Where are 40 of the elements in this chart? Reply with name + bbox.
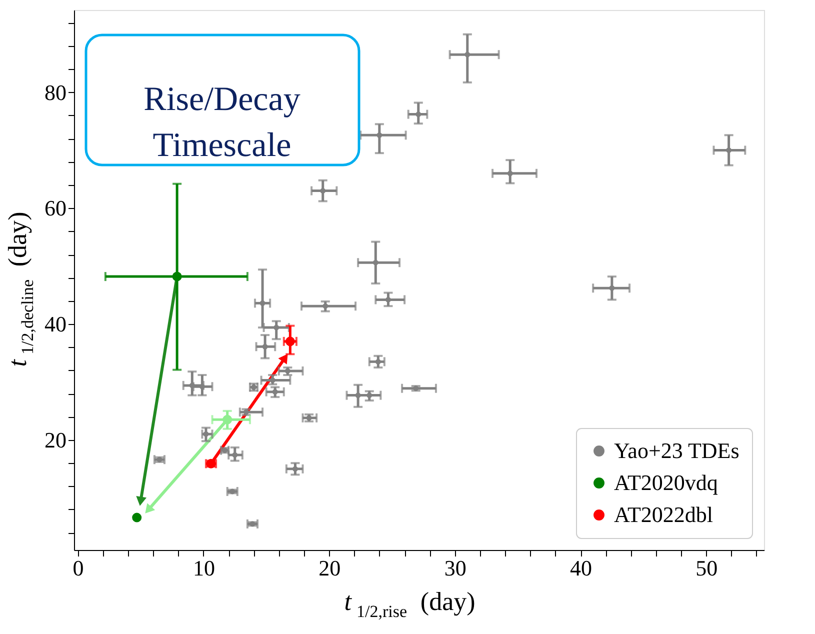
point [609, 285, 615, 291]
y-tick-label: 40 [44, 312, 66, 337]
point [272, 389, 278, 395]
point [262, 344, 268, 350]
x-tick-label: 10 [192, 556, 215, 580]
x-tick-label: 40 [570, 556, 592, 580]
point [372, 260, 378, 266]
point [232, 452, 238, 458]
legend-label: AT2022dbl [614, 502, 713, 527]
y-tick-label: 20 [44, 427, 66, 452]
point [376, 132, 382, 138]
point [285, 336, 295, 346]
x-tick-label: 30 [444, 556, 466, 580]
point [199, 384, 205, 390]
point [222, 414, 232, 424]
x-tick-label: 50 [696, 556, 718, 580]
x-tick-label: 0 [72, 556, 84, 580]
point [274, 324, 280, 330]
x-tick-label: 20 [318, 556, 341, 580]
point [322, 303, 328, 309]
annotation: Rise/Decay Timescale [144, 81, 300, 164]
y-tick-label: 80 [44, 80, 66, 105]
point [375, 358, 381, 364]
legend-label: Yao+23 TDEs [614, 438, 740, 463]
point [292, 466, 298, 472]
y-tick-label: 60 [44, 196, 66, 221]
point [260, 300, 266, 306]
point [270, 378, 276, 383]
point [320, 188, 326, 194]
point [189, 382, 195, 388]
legend-label: AT2020vdq [614, 470, 718, 495]
point [416, 112, 422, 118]
point [385, 296, 391, 302]
point [464, 52, 470, 58]
point [132, 512, 142, 522]
y-axis-title: t1/2,decline (day) [3, 212, 37, 367]
point [172, 272, 182, 282]
point [726, 147, 732, 153]
point [507, 170, 513, 176]
point [203, 431, 209, 437]
